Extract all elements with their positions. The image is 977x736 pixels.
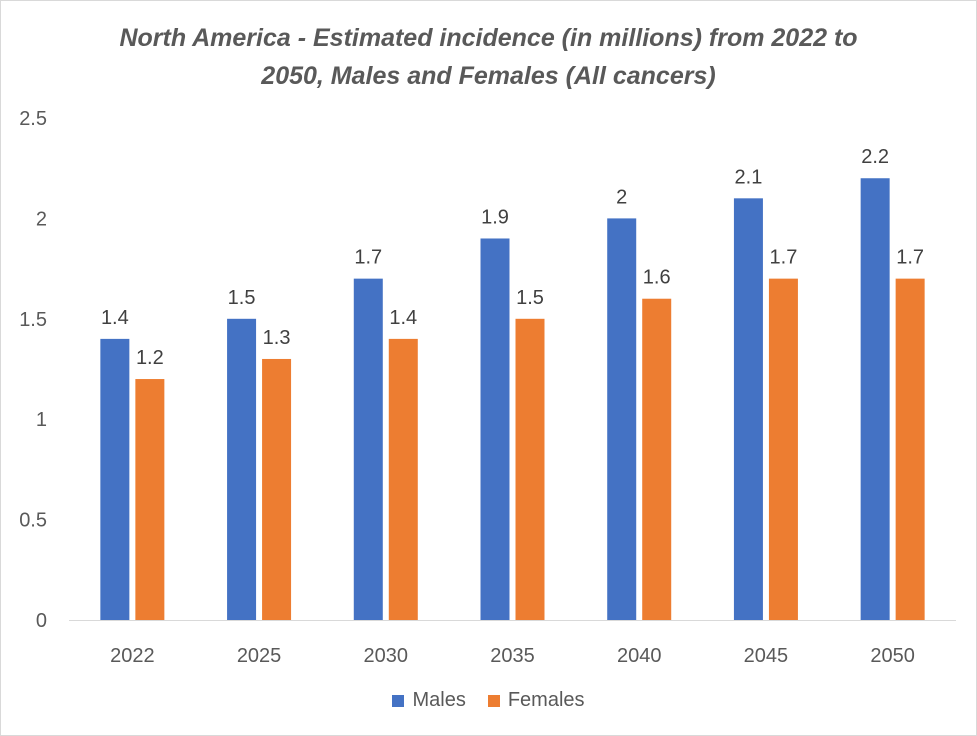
- bar-females-2022: [135, 379, 165, 620]
- data-label-females-2045: 1.7: [770, 247, 798, 269]
- x-tick-label: 2050: [870, 645, 915, 667]
- data-label-males-2030: 1.7: [354, 247, 382, 269]
- data-label-males-2050: 2.2: [861, 146, 889, 168]
- y-tick-label: 1: [36, 409, 47, 431]
- bar-males-2030: [353, 278, 383, 620]
- data-label-females-2035: 1.5: [516, 287, 544, 309]
- bar-females-2030: [388, 338, 418, 620]
- data-label-females-2030: 1.4: [389, 307, 417, 329]
- y-tick-label: 2: [36, 208, 47, 230]
- bar-males-2025: [227, 318, 257, 620]
- legend-label-females: Females: [507, 689, 585, 711]
- data-label-males-2022: 1.4: [101, 307, 129, 329]
- chart-title-line-1: North America - Estimated incidence (in …: [119, 24, 858, 52]
- data-label-males-2040: 2: [616, 186, 627, 208]
- data-label-males-2025: 1.5: [228, 287, 256, 309]
- legend-swatch-males: [392, 694, 405, 707]
- data-label-males-2045: 2.1: [735, 166, 763, 188]
- bar-females-2025: [262, 358, 292, 620]
- bar-females-2050: [895, 278, 925, 620]
- data-label-females-2022: 1.2: [136, 347, 164, 369]
- legend-swatch-females: [487, 694, 500, 707]
- legend: Males Females: [1, 689, 976, 712]
- data-label-males-2035: 1.9: [481, 206, 509, 228]
- x-tick-label: 2040: [617, 645, 662, 667]
- x-tick-label: 2022: [110, 645, 155, 667]
- data-label-females-2025: 1.3: [263, 327, 291, 349]
- data-label-females-2050: 1.7: [896, 247, 924, 269]
- x-tick-label: 2035: [490, 645, 535, 667]
- bar-males-2035: [480, 238, 510, 621]
- legend-label-males: Males: [412, 689, 466, 711]
- data-label-females-2040: 1.6: [643, 267, 671, 289]
- x-tick-label: 2025: [237, 645, 282, 667]
- bar-females-2035: [515, 318, 545, 620]
- y-tick-label: 0: [36, 610, 47, 632]
- bar-females-2045: [768, 278, 798, 620]
- y-tick-label: 1.5: [19, 309, 47, 331]
- x-tick-label: 2030: [364, 645, 409, 667]
- bar-males-2050: [860, 178, 890, 621]
- y-tick-label: 0.5: [19, 510, 47, 532]
- bar-males-2022: [100, 338, 130, 620]
- x-tick-label: 2045: [744, 645, 789, 667]
- y-tick-label: 2.5: [19, 108, 47, 130]
- bar-females-2040: [642, 298, 672, 620]
- bar-males-2040: [607, 218, 637, 620]
- legend-item-males: Males: [392, 689, 466, 712]
- chart-title: North America - Estimated incidence (in …: [1, 19, 976, 95]
- chart-title-line-2: 2050, Males and Females (All cancers): [261, 62, 716, 90]
- bar-males-2045: [733, 198, 763, 620]
- legend-item-females: Females: [487, 689, 585, 712]
